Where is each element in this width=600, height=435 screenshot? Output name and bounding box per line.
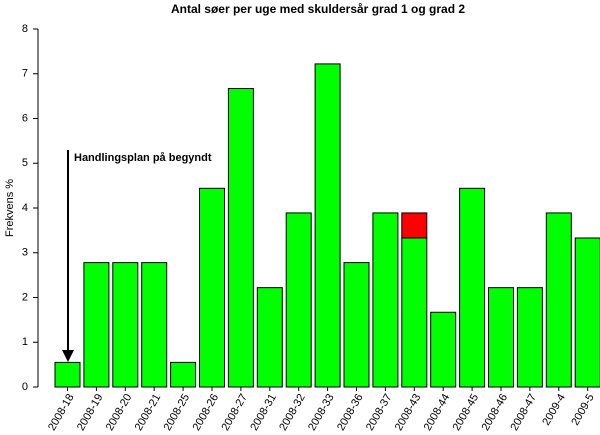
y-tick-label: 4 — [22, 202, 28, 214]
bar — [227, 88, 254, 388]
annotation-arrowhead — [62, 350, 74, 362]
bar — [516, 287, 543, 388]
bar — [199, 187, 225, 388]
y-tick-label: 2 — [22, 291, 28, 303]
annotation-text: Handlingsplan på begyndt — [74, 152, 212, 164]
y-tick-label: 3 — [22, 247, 28, 259]
x-tick-label: 2008-47 — [508, 392, 539, 433]
bar — [574, 237, 600, 388]
x-tick-label: 2008-33 — [306, 392, 337, 433]
x-tick-label: 2008-32 — [277, 392, 308, 433]
annotation: Handlingsplan på begyndt — [62, 150, 212, 362]
bar — [170, 361, 197, 388]
bar — [372, 212, 399, 388]
bar — [112, 262, 139, 388]
bar — [401, 212, 428, 239]
x-tick-label: 2008-18 — [46, 392, 77, 433]
y-tick-label: 6 — [22, 112, 28, 124]
y-tick-label: 1 — [22, 336, 28, 348]
bar — [285, 212, 312, 388]
bar — [83, 262, 110, 388]
x-tick-label: 2009-5 — [569, 392, 597, 428]
x-tick-label: 2008-44 — [422, 392, 453, 433]
y-tick-label: 7 — [22, 68, 28, 80]
x-tick-label: 2009-4 — [540, 392, 568, 428]
bar — [488, 287, 514, 388]
bar — [256, 287, 283, 388]
x-tick-label: 2008-46 — [480, 392, 511, 433]
x-tick-label: 2008-45 — [451, 392, 482, 433]
bar — [545, 212, 572, 388]
y-tick-label: 8 — [22, 23, 28, 35]
bar — [401, 237, 428, 388]
y-tick-label: 0 — [22, 381, 28, 393]
bar — [459, 187, 486, 388]
x-tick-label: 2008-26 — [191, 392, 222, 433]
x-tick-label: 2008-19 — [75, 392, 106, 433]
x-tick-label: 2008-36 — [335, 392, 366, 433]
bar — [314, 63, 341, 388]
bar — [141, 262, 168, 388]
bar — [54, 361, 81, 388]
x-tick-label: 2008-27 — [219, 392, 250, 433]
x-tick-label: 2008-25 — [162, 392, 193, 433]
y-tick-label: 5 — [22, 157, 28, 169]
bar — [430, 311, 457, 388]
chart-title: Antal søer per uge med skuldersår grad 1… — [171, 2, 465, 16]
x-tick-label: 2008-21 — [133, 392, 164, 433]
x-tick-label: 2008-37 — [364, 392, 395, 433]
x-tick-label: 2008-43 — [393, 392, 424, 433]
bar — [343, 262, 370, 388]
x-tick-label: 2008-20 — [104, 392, 135, 433]
y-axis-label: Frekvens % — [4, 179, 16, 237]
x-tick-label: 2008-31 — [248, 392, 279, 433]
